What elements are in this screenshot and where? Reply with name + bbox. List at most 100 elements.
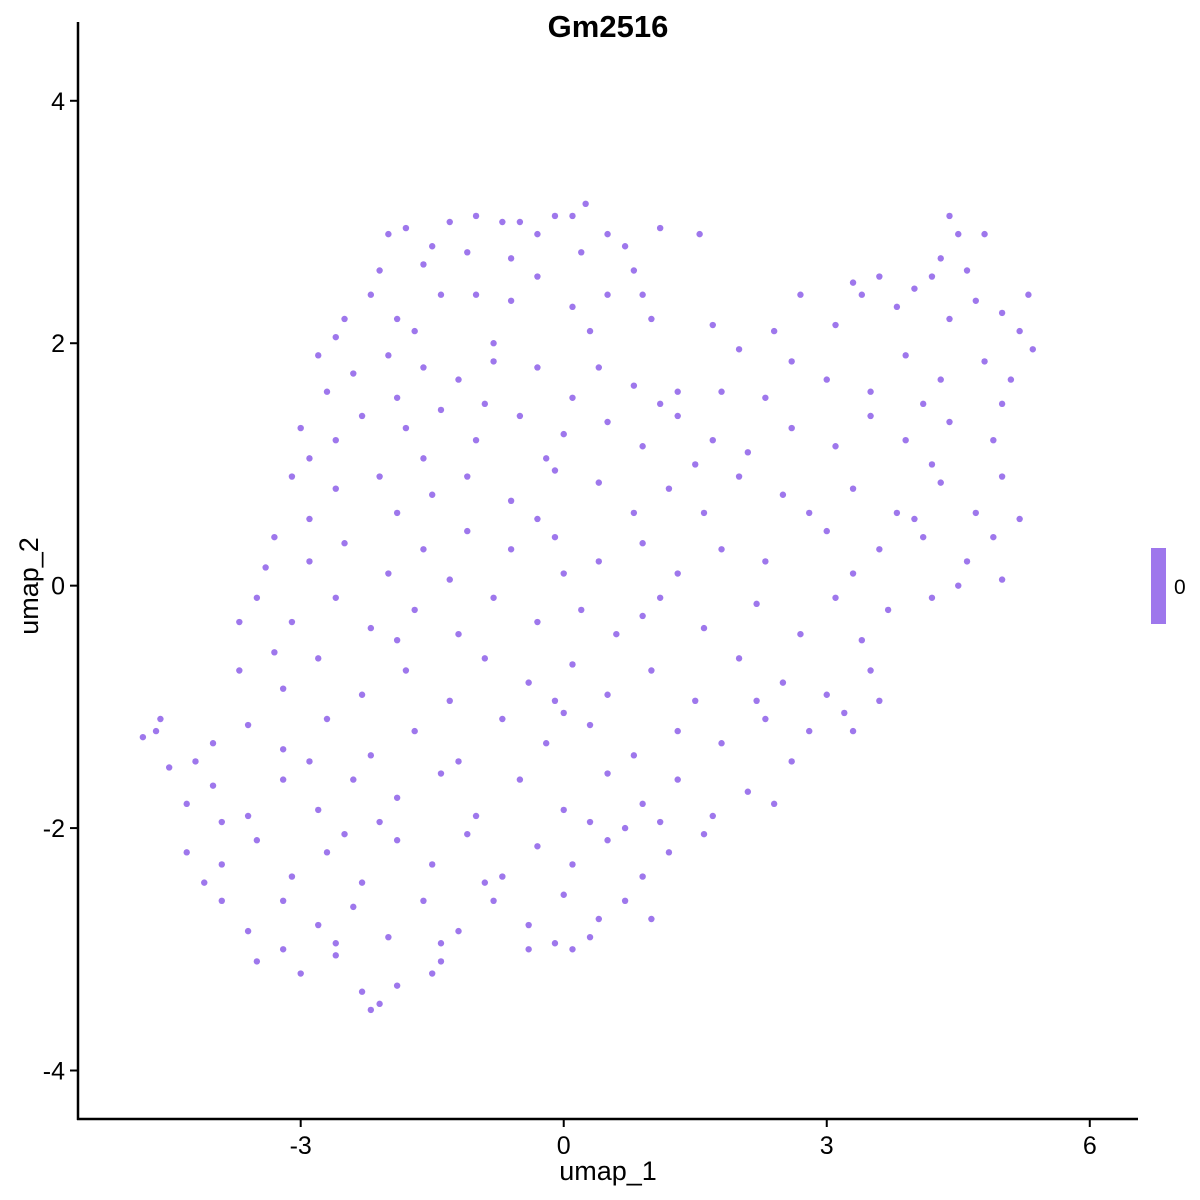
data-point bbox=[288, 873, 296, 880]
data-point bbox=[858, 636, 866, 644]
data-point bbox=[858, 291, 866, 298]
data-point bbox=[849, 279, 857, 286]
data-point bbox=[963, 558, 971, 565]
data-point bbox=[499, 715, 506, 723]
data-point bbox=[709, 321, 716, 329]
data-point bbox=[902, 352, 909, 359]
data-point bbox=[832, 594, 839, 601]
data-point bbox=[253, 837, 261, 844]
data-point bbox=[446, 576, 453, 583]
data-point bbox=[402, 424, 410, 432]
data-point bbox=[937, 376, 944, 383]
data-point bbox=[437, 940, 445, 947]
data-point bbox=[648, 315, 655, 323]
data-point bbox=[744, 788, 752, 795]
data-point bbox=[472, 812, 480, 820]
data-point bbox=[797, 291, 804, 298]
data-point bbox=[393, 636, 401, 644]
data-point bbox=[279, 946, 287, 953]
data-point bbox=[578, 606, 585, 614]
data-point bbox=[429, 491, 436, 498]
data-point bbox=[350, 370, 357, 377]
data-point bbox=[762, 558, 769, 565]
data-point bbox=[998, 473, 1006, 480]
y-tick-label: 0 bbox=[51, 573, 65, 601]
data-point bbox=[867, 388, 874, 395]
data-point bbox=[525, 921, 532, 929]
data-point bbox=[919, 400, 927, 408]
data-point bbox=[358, 691, 366, 698]
data-point bbox=[648, 667, 655, 674]
data-point bbox=[867, 412, 874, 420]
data-point bbox=[376, 473, 383, 480]
data-point bbox=[621, 897, 629, 905]
data-point bbox=[367, 1006, 375, 1014]
data-point bbox=[674, 570, 681, 577]
data-point bbox=[262, 564, 269, 571]
data-point bbox=[849, 727, 857, 735]
data-point bbox=[937, 255, 944, 262]
data-point bbox=[639, 800, 646, 808]
data-point bbox=[490, 594, 497, 601]
y-tick-label: 2 bbox=[51, 330, 65, 358]
data-point bbox=[937, 479, 944, 486]
data-point bbox=[183, 800, 190, 808]
data-point bbox=[551, 697, 559, 705]
data-point bbox=[841, 709, 848, 717]
data-point bbox=[218, 818, 225, 826]
data-point bbox=[928, 594, 936, 601]
data-point bbox=[315, 806, 322, 814]
data-point bbox=[464, 830, 471, 838]
data-point bbox=[718, 546, 725, 553]
x-ticks: -3 0 3 6 bbox=[290, 1119, 1097, 1160]
data-point bbox=[656, 400, 664, 408]
data-point bbox=[1007, 376, 1015, 383]
data-point bbox=[464, 527, 471, 535]
data-point bbox=[542, 740, 550, 747]
data-point bbox=[455, 630, 462, 638]
data-point bbox=[393, 315, 401, 323]
data-point bbox=[560, 570, 567, 577]
x-tick-label: 6 bbox=[1083, 1132, 1097, 1160]
data-point bbox=[569, 661, 576, 668]
data-point bbox=[630, 509, 638, 517]
data-point bbox=[385, 570, 392, 577]
data-point bbox=[393, 982, 401, 989]
data-point bbox=[560, 430, 567, 438]
data-point bbox=[306, 455, 313, 462]
data-point bbox=[823, 691, 830, 698]
data-point bbox=[735, 655, 743, 662]
data-point bbox=[946, 315, 953, 323]
data-point bbox=[236, 667, 243, 674]
data-point bbox=[692, 697, 699, 705]
data-point bbox=[955, 230, 962, 238]
data-point bbox=[586, 721, 594, 729]
legend-colorbar bbox=[1151, 548, 1166, 624]
data-point bbox=[709, 812, 716, 820]
data-point bbox=[288, 473, 296, 480]
data-point bbox=[253, 958, 261, 965]
data-point bbox=[823, 527, 830, 535]
data-point bbox=[788, 424, 795, 432]
data-point bbox=[569, 212, 576, 220]
data-point bbox=[411, 727, 418, 735]
data-point bbox=[762, 394, 769, 401]
data-point bbox=[244, 812, 252, 820]
y-ticks: -4 -2 0 2 4 bbox=[43, 88, 78, 1086]
data-point bbox=[165, 764, 173, 771]
data-point bbox=[884, 606, 892, 614]
data-point bbox=[279, 776, 287, 783]
data-point bbox=[788, 758, 795, 765]
data-point bbox=[911, 285, 918, 292]
data-point bbox=[516, 412, 524, 420]
data-point bbox=[998, 309, 1006, 317]
data-point bbox=[797, 630, 804, 638]
data-point bbox=[1029, 346, 1036, 353]
data-point bbox=[823, 376, 830, 383]
data-point bbox=[770, 800, 778, 808]
data-point bbox=[928, 273, 936, 280]
data-point bbox=[832, 321, 839, 329]
data-point bbox=[341, 830, 348, 838]
data-point bbox=[218, 861, 225, 868]
data-point bbox=[393, 509, 401, 517]
